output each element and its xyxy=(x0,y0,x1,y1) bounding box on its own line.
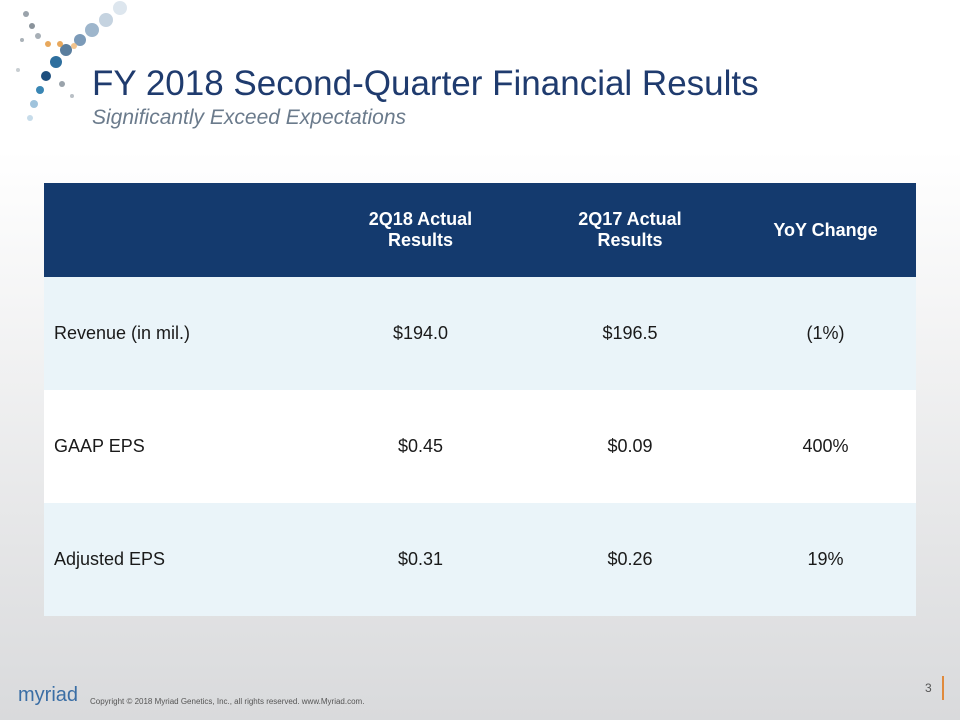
column-header: 2Q17 Actual Results xyxy=(525,183,735,277)
row-label: GAAP EPS xyxy=(44,390,316,503)
results-table: 2Q18 Actual Results 2Q17 Actual Results … xyxy=(44,183,916,616)
column-header: YoY Change xyxy=(735,183,916,277)
cell: (1%) xyxy=(735,277,916,390)
table-row: GAAP EPS $0.45 $0.09 400% xyxy=(44,390,916,503)
table-row: Revenue (in mil.) $194.0 $196.5 (1%) xyxy=(44,277,916,390)
copyright: Copyright © 2018 Myriad Genetics, Inc., … xyxy=(90,697,365,706)
header-row: 2Q18 Actual Results 2Q17 Actual Results … xyxy=(44,183,916,277)
cell: 19% xyxy=(735,503,916,616)
table-row: Adjusted EPS $0.31 $0.26 19% xyxy=(44,503,916,616)
cell: $0.31 xyxy=(316,503,525,616)
logo-dots xyxy=(16,1,127,121)
cell: 400% xyxy=(735,390,916,503)
corner-cell xyxy=(44,183,316,277)
page-number: 3 xyxy=(925,681,932,695)
cell: $194.0 xyxy=(316,277,525,390)
accent-bar xyxy=(942,676,944,700)
row-label: Revenue (in mil.) xyxy=(44,277,316,390)
cell: $0.09 xyxy=(525,390,735,503)
cell: $196.5 xyxy=(525,277,735,390)
cell: $0.26 xyxy=(525,503,735,616)
row-label: Adjusted EPS xyxy=(44,503,316,616)
column-header: 2Q18 Actual Results xyxy=(316,183,525,277)
title: FY 2018 Second-Quarter Financial Results xyxy=(92,64,759,103)
logo: myriad xyxy=(18,684,79,706)
subtitle: Significantly Exceed Expectations xyxy=(92,106,407,129)
cell: $0.45 xyxy=(316,390,525,503)
